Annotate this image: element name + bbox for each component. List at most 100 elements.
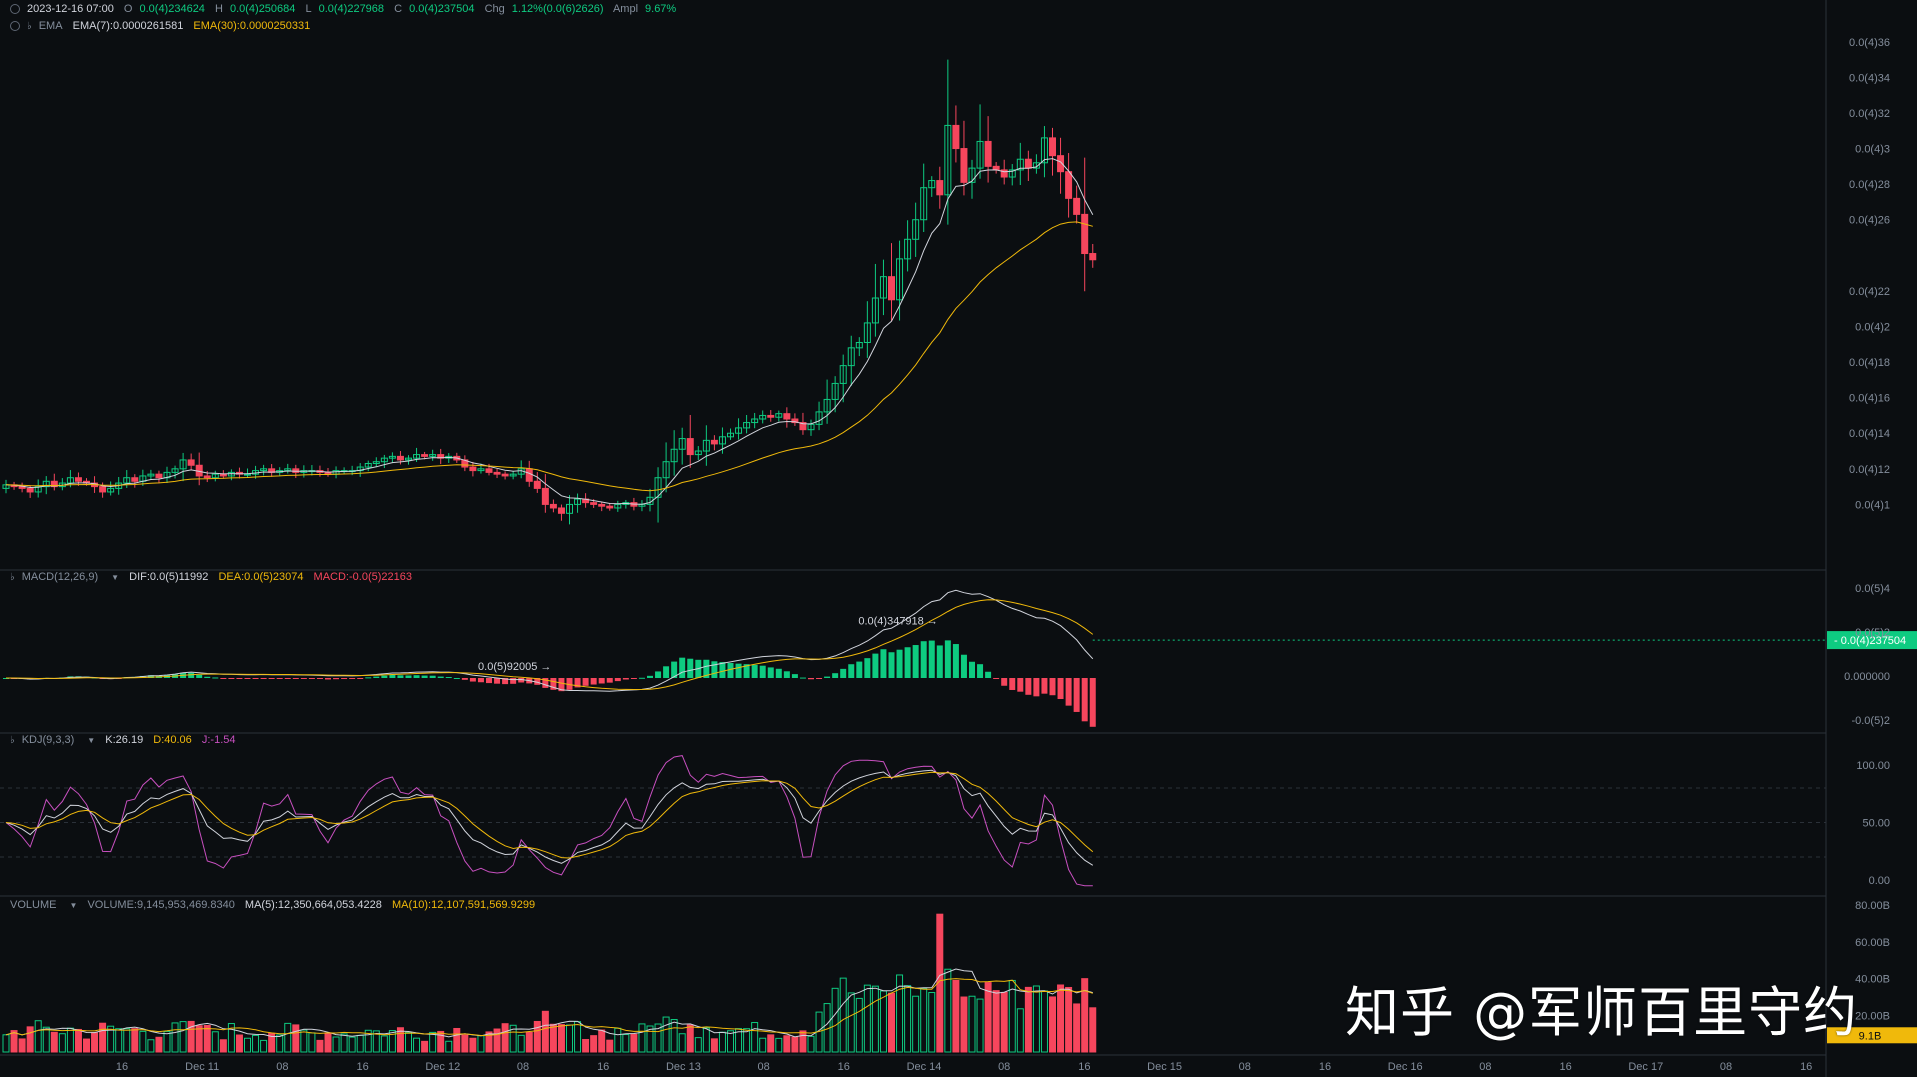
candle [710,435,718,451]
low-label: L [305,3,312,15]
macd-bar [502,678,509,685]
candle [823,379,831,424]
volume-bar [211,1031,219,1053]
volume-bar [541,1010,549,1053]
candle-body [1040,137,1048,164]
volume-bar [920,988,928,1053]
macd-bar [252,678,259,679]
candle [501,471,509,480]
min-price-annotation: 0.0(5)92005 → [478,661,551,673]
macd-bar [824,676,831,678]
macd-bar [333,678,340,680]
candle-body [372,461,380,464]
macd-bar [880,649,887,678]
volume-bar [453,1027,461,1053]
candle-body [107,487,115,493]
macd-bar [1025,678,1032,695]
volume-bar [99,1022,107,1053]
ema7-line [5,158,1094,505]
volume-bar [879,990,887,1053]
macd-bar [268,678,275,679]
macd-bar [598,678,605,684]
x-axis-label: 16 [597,1061,609,1073]
candle [1040,126,1048,178]
volume-current-label: 9.1B [1859,1030,1882,1042]
bell-icon[interactable]: ♭ [10,735,15,746]
x-axis-label: 16 [1078,1061,1090,1073]
volume-bar [759,1037,767,1053]
volume-bar [421,1040,429,1053]
volume-bar [751,1022,759,1053]
volume-bar [654,1023,662,1053]
volume-bar [582,1039,590,1053]
price-tick-label: 0.0(4)1 [1855,499,1890,511]
volume-bar [976,998,984,1053]
kdj-tick-label: 100.00 [1856,760,1890,772]
price-tick-label: 0.0(4)16 [1849,393,1890,405]
volume-bar [195,1025,203,1053]
candle-body [871,297,879,324]
candle-body [477,468,485,472]
bell-icon[interactable]: ♭ [10,572,15,583]
volume-bar [461,1034,469,1053]
volume-bar [252,1034,260,1053]
chevron-down-icon[interactable]: ▼ [111,573,120,582]
candle-body [710,439,718,445]
volume-bar [1081,978,1089,1053]
chevron-down-icon[interactable]: ▼ [87,736,96,745]
candle [549,499,557,513]
volume-bar [783,1035,791,1053]
candle [227,469,235,481]
dea-line [6,599,1094,690]
candle-body [662,461,670,479]
candle-body [984,140,992,167]
volume-bar [276,1034,284,1053]
volume-bar [42,1026,50,1053]
price-tick-label: 0.0(4)36 [1849,37,1890,49]
volume-bar [847,992,855,1053]
macd-bar [840,668,847,678]
macd-bar [518,678,525,683]
candle [920,163,928,232]
price-tick-label: 0.0(4)18 [1849,357,1890,369]
macd-bar [437,676,444,678]
volume-bar [606,1039,614,1053]
candle [992,162,1000,174]
volume-bar [66,1027,74,1053]
macd-bar [244,678,251,679]
volume-tick-label: 80.00B [1855,900,1890,912]
toggle-icon[interactable] [10,21,20,31]
macd-bar [1081,678,1088,722]
candle-body [952,124,960,150]
candle-body [1016,158,1024,171]
candle-body [904,238,912,260]
collapse-icon[interactable] [10,4,20,14]
volume-bar [300,1029,308,1053]
volume-bar [74,1028,82,1053]
candle [74,472,82,486]
macd-bar [896,649,903,678]
candle [34,479,42,498]
candle-body [920,187,928,221]
volume-bar [984,982,992,1053]
macd-bar [453,677,460,679]
candle [574,493,582,513]
candle [694,446,702,460]
candle [380,454,388,469]
volume-bar [348,1036,356,1053]
candle [155,470,163,484]
macd-bar [743,664,750,678]
candle [871,263,879,337]
bell-icon[interactable]: ♭ [27,21,32,32]
candle-body [799,422,807,431]
candle [928,176,936,197]
macd-bar [1017,678,1024,692]
chevron-down-icon[interactable]: ▼ [69,901,78,910]
candle [1049,127,1056,176]
kdj-d-line [5,771,1094,859]
candle [904,220,912,272]
macd-bar [477,678,484,683]
candle [469,461,477,477]
x-axis-label: 08 [757,1061,769,1073]
